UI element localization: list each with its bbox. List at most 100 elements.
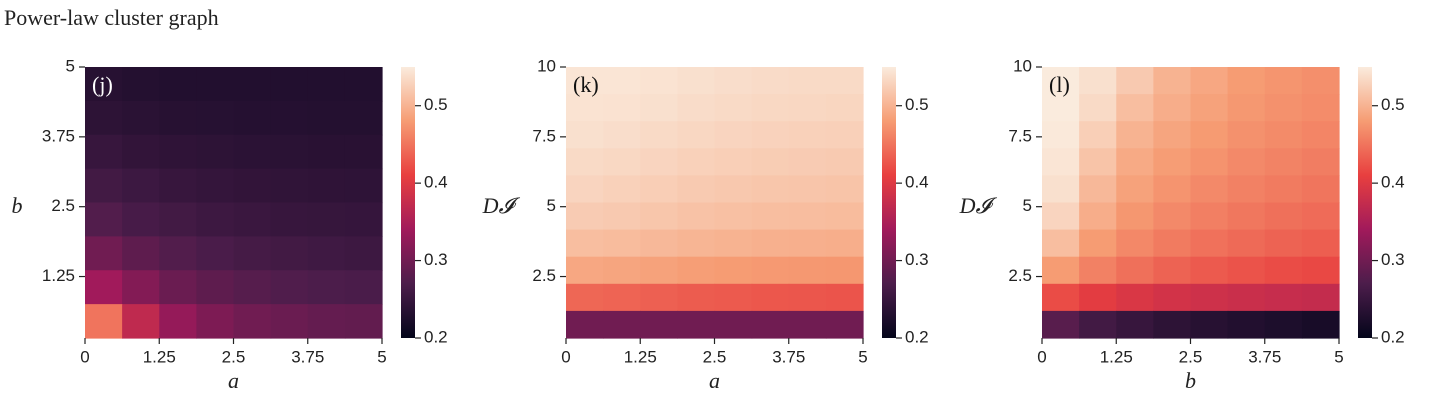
heatmap-cell <box>788 175 827 204</box>
y-axis-label: D𝓘 <box>482 193 521 218</box>
heatmap-cell <box>603 202 641 231</box>
heatmap-cell <box>825 121 864 149</box>
x-tick-label: 5 <box>1334 347 1343 366</box>
heatmap-cell <box>1264 148 1303 176</box>
panel-label: (j) <box>92 72 113 97</box>
heatmap-cell <box>1301 94 1340 122</box>
colorbar-tick-label: 0.3 <box>424 250 448 269</box>
colorbar-tick-label: 0.4 <box>905 173 929 192</box>
x-tick-label: 3.75 <box>291 347 324 366</box>
heatmap-cell <box>788 148 827 176</box>
heatmap-cell <box>677 175 716 204</box>
heatmap-cell <box>1227 148 1266 176</box>
heatmap-cell <box>1079 310 1117 339</box>
heatmap-cell <box>825 229 864 258</box>
heatmap-cell <box>122 304 160 339</box>
heatmap-cell <box>1042 283 1080 312</box>
heatmap-cell <box>1190 256 1229 285</box>
heatmap-cell <box>788 94 827 122</box>
heatmap-cell <box>788 67 827 95</box>
heatmap-cell <box>1042 310 1080 339</box>
heatmap-cell <box>566 256 604 285</box>
heatmap-cell <box>751 121 790 149</box>
heatmap-cell <box>1190 121 1229 149</box>
heatmap-cell <box>1079 67 1117 95</box>
heatmap-cell <box>159 202 197 237</box>
heatmap-cell <box>1116 310 1154 339</box>
colorbar <box>882 67 896 338</box>
heatmap-cell <box>1190 202 1229 231</box>
heatmap-cell <box>714 256 753 285</box>
heatmap-cell <box>307 236 346 271</box>
heatmap-cell <box>270 202 309 237</box>
y-axis-label: b <box>12 193 23 218</box>
heatmap-cell <box>1227 121 1266 149</box>
heatmap-cell <box>1301 121 1340 149</box>
heatmap-cell <box>1042 229 1080 258</box>
colorbar-tick-label: 0.2 <box>1381 327 1405 346</box>
y-tick-label: 5 <box>1023 196 1032 215</box>
heatmap-cell <box>1079 148 1117 176</box>
y-tick-label: 3.75 <box>42 126 75 145</box>
heatmap-cell <box>751 67 790 95</box>
heatmap-cell <box>1116 202 1154 231</box>
heatmap-cell <box>825 175 864 204</box>
heatmap-cell <box>825 148 864 176</box>
heatmap-cell <box>1264 256 1303 285</box>
heatmap-cell <box>566 148 604 176</box>
heatmap-cell <box>1227 202 1266 231</box>
heatmap-cell <box>1227 283 1266 312</box>
panel-label: (l) <box>1049 72 1070 97</box>
heatmap-cell <box>233 67 272 102</box>
heatmap-cell <box>751 148 790 176</box>
heatmap-cell <box>1153 256 1192 285</box>
heatmap-cell <box>1227 229 1266 258</box>
heatmap-cell <box>751 94 790 122</box>
heatmap-cell <box>714 94 753 122</box>
panel-label: (k) <box>573 72 599 97</box>
colorbar-tick-label: 0.3 <box>905 250 929 269</box>
y-tick-label: 10 <box>537 56 556 75</box>
heatmap-cell <box>233 236 272 271</box>
heatmap-cell <box>1153 310 1192 339</box>
heatmap-cell <box>1153 148 1192 176</box>
x-tick-label: 2.5 <box>1179 347 1203 366</box>
heatmap-cell <box>344 168 383 204</box>
heatmap-cell <box>1301 283 1340 312</box>
figure-title: Power-law cluster graph <box>4 5 219 30</box>
heatmap-cell <box>1301 229 1340 258</box>
heatmap-cell <box>1116 229 1154 258</box>
heatmap-cell <box>1116 67 1154 95</box>
heatmap-cell <box>307 67 346 102</box>
heatmap-cell <box>196 202 235 237</box>
heatmap-cell <box>714 202 753 231</box>
x-tick-label: 1.25 <box>1100 347 1133 366</box>
colorbar-tick-label: 0.3 <box>1381 250 1405 269</box>
y-tick-label: 7.5 <box>1008 126 1032 145</box>
x-tick-label: 3.75 <box>1248 347 1281 366</box>
colorbar-tick-label: 0.5 <box>905 95 929 114</box>
heatmap-cell <box>1153 121 1192 149</box>
colorbar-tick-label: 0.5 <box>1381 95 1405 114</box>
heatmap-cell <box>307 100 346 136</box>
heatmap-cell <box>1116 148 1154 176</box>
heatmap-cell <box>1227 256 1266 285</box>
heatmap-cell <box>1264 283 1303 312</box>
heatmap-cell <box>159 168 197 204</box>
colorbar <box>401 67 415 338</box>
heatmap-cell <box>825 67 864 95</box>
heatmap-cell <box>603 229 641 258</box>
x-tick-label: 1.25 <box>624 347 657 366</box>
heatmap-cell <box>85 67 123 102</box>
heatmap-cell <box>1190 94 1229 122</box>
heatmap-cell <box>159 304 197 339</box>
heatmap-cell <box>233 134 272 170</box>
heatmap-cell <box>788 121 827 149</box>
heatmap-cell <box>159 100 197 136</box>
heatmap-cell <box>825 310 864 339</box>
heatmap-cell <box>788 256 827 285</box>
heatmap-cell <box>640 175 678 204</box>
heatmap-cell <box>566 94 604 122</box>
heatmap-cell <box>677 94 716 122</box>
heatmap-cell <box>196 67 235 102</box>
